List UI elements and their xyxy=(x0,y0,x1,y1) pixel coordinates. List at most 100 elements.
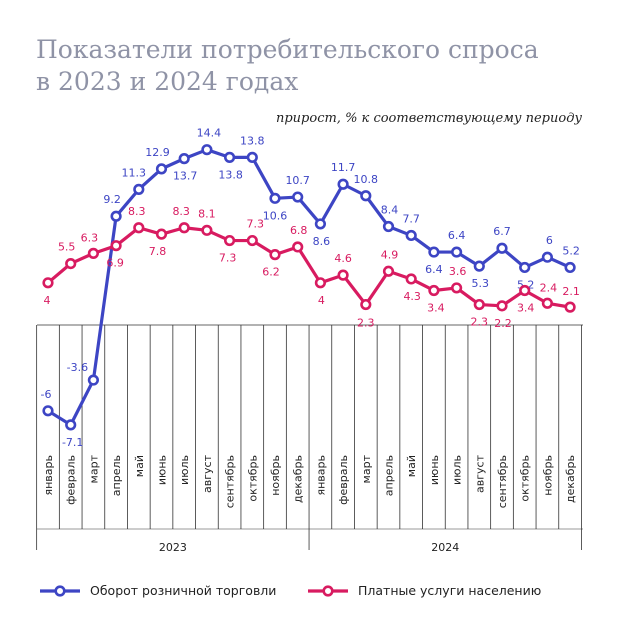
data-label-services: 6.3 xyxy=(81,231,99,244)
chart-title: Показатели потребительского спроса в 202… xyxy=(36,34,596,98)
data-label-retail: 5.3 xyxy=(472,277,490,290)
legend-swatch-marker xyxy=(54,585,66,597)
month-tick-label: декабрь xyxy=(564,455,577,503)
data-label-retail: 10.8 xyxy=(354,173,379,186)
month-tick-label: май xyxy=(405,455,418,477)
month-tick-label: октябрь xyxy=(519,455,532,502)
data-label-services: 2.3 xyxy=(357,317,375,330)
data-point-retail xyxy=(564,261,576,274)
data-point-services xyxy=(246,234,258,247)
data-point-retail xyxy=(428,246,440,258)
data-label-services: 4.9 xyxy=(381,248,399,261)
month-tick-label: февраль xyxy=(65,455,78,505)
data-point-services xyxy=(292,241,304,253)
data-label-retail: 14.4 xyxy=(197,127,222,140)
data-point-services xyxy=(155,228,168,240)
data-point-services xyxy=(42,277,54,289)
data-point-retail xyxy=(42,405,54,417)
month-tick-label: август xyxy=(473,454,486,493)
data-point-services xyxy=(201,224,213,236)
data-point-retail xyxy=(178,153,190,165)
data-point-retail xyxy=(133,183,145,195)
data-label-services: 3.6 xyxy=(449,265,467,278)
data-point-retail xyxy=(541,251,554,263)
data-label-services: 8.3 xyxy=(172,205,190,218)
data-label-services: 6.8 xyxy=(290,224,308,237)
data-label-services: 6.9 xyxy=(106,257,124,270)
data-point-retail xyxy=(87,374,99,386)
data-point-services xyxy=(87,247,99,259)
data-label-retail: 13.8 xyxy=(240,134,265,147)
data-point-retail xyxy=(360,190,372,202)
data-label-retail: 11.7 xyxy=(331,161,356,174)
data-label-services: 6.2 xyxy=(262,266,280,279)
data-label-retail: -3.6 xyxy=(67,361,88,374)
data-point-retail xyxy=(65,419,77,431)
data-label-services: 4.3 xyxy=(403,290,421,303)
chart-title-line2: в 2023 и 2024 годах xyxy=(36,67,299,96)
data-point-services xyxy=(360,298,372,311)
month-tick-label: январь xyxy=(42,455,55,496)
data-point-retail xyxy=(382,220,395,233)
data-point-services xyxy=(178,222,190,234)
month-tick-label: ноябрь xyxy=(541,455,554,496)
data-point-services xyxy=(541,297,554,309)
month-tick-label: сентябрь xyxy=(224,455,237,508)
data-point-retail xyxy=(110,210,122,222)
data-label-retail: 11.3 xyxy=(122,166,147,179)
data-point-retail xyxy=(292,191,304,203)
month-tick-label: февраль xyxy=(337,455,350,505)
data-label-retail: -7.1 xyxy=(62,436,83,449)
year-label: 2024 xyxy=(431,541,459,554)
data-label-retail: 7.7 xyxy=(402,212,420,225)
data-point-services xyxy=(382,265,395,277)
legend-label: Оборот розничной торговли xyxy=(90,583,276,598)
data-label-retail: 6 xyxy=(546,234,553,247)
data-point-retail xyxy=(224,151,236,163)
legend-label: Платные услуги населению xyxy=(358,583,541,598)
month-tick-label: ноябрь xyxy=(269,455,282,496)
month-tick-label: апрель xyxy=(110,455,123,496)
data-label-services: 2.4 xyxy=(540,281,558,294)
data-point-retail xyxy=(337,178,349,190)
data-label-services: 4.6 xyxy=(334,252,352,265)
data-label-services: 8.3 xyxy=(128,205,146,218)
data-label-services: 7.3 xyxy=(219,252,237,265)
data-point-retail xyxy=(314,218,327,230)
data-label-services: 2.3 xyxy=(471,316,489,329)
data-point-services xyxy=(133,222,145,234)
data-label-services: 5.5 xyxy=(58,241,76,254)
data-label-retail: 12.9 xyxy=(145,146,170,159)
data-label-services: 4 xyxy=(44,294,51,307)
data-label-services: 7.8 xyxy=(149,245,167,258)
data-label-retail: 9.2 xyxy=(103,193,121,206)
data-label-retail: 13.8 xyxy=(218,168,243,181)
month-tick-label: март xyxy=(360,454,373,483)
data-point-retail xyxy=(246,151,258,163)
data-label-services: 7.3 xyxy=(247,218,265,231)
month-tick-label: май xyxy=(133,455,146,477)
data-point-services xyxy=(337,269,349,281)
data-label-services: 2.1 xyxy=(562,285,580,298)
month-tick-label: апрель xyxy=(383,455,396,496)
data-point-retail xyxy=(201,144,213,156)
month-tick-label: март xyxy=(87,454,100,483)
data-point-services xyxy=(269,249,281,261)
data-label-retail: 8.6 xyxy=(313,235,331,248)
data-point-retail xyxy=(519,261,531,274)
data-label-services: 4 xyxy=(318,294,325,307)
data-label-services: 2.2 xyxy=(494,317,512,330)
month-tick-label: август xyxy=(201,454,214,493)
month-tick-label: июль xyxy=(451,455,464,485)
data-point-services xyxy=(519,284,531,297)
month-tick-label: октябрь xyxy=(246,455,259,502)
data-label-services: 8.1 xyxy=(198,207,216,220)
data-point-services xyxy=(451,282,463,294)
chart-subtitle: прирост, % к соответствующему периоду xyxy=(275,111,582,126)
year-label: 2023 xyxy=(159,541,187,554)
data-point-retail xyxy=(155,163,168,175)
data-label-retail: 6.4 xyxy=(448,229,466,242)
data-label-retail: 6.7 xyxy=(493,225,511,238)
data-label-retail: 13.7 xyxy=(173,170,198,183)
data-point-services xyxy=(428,284,440,297)
